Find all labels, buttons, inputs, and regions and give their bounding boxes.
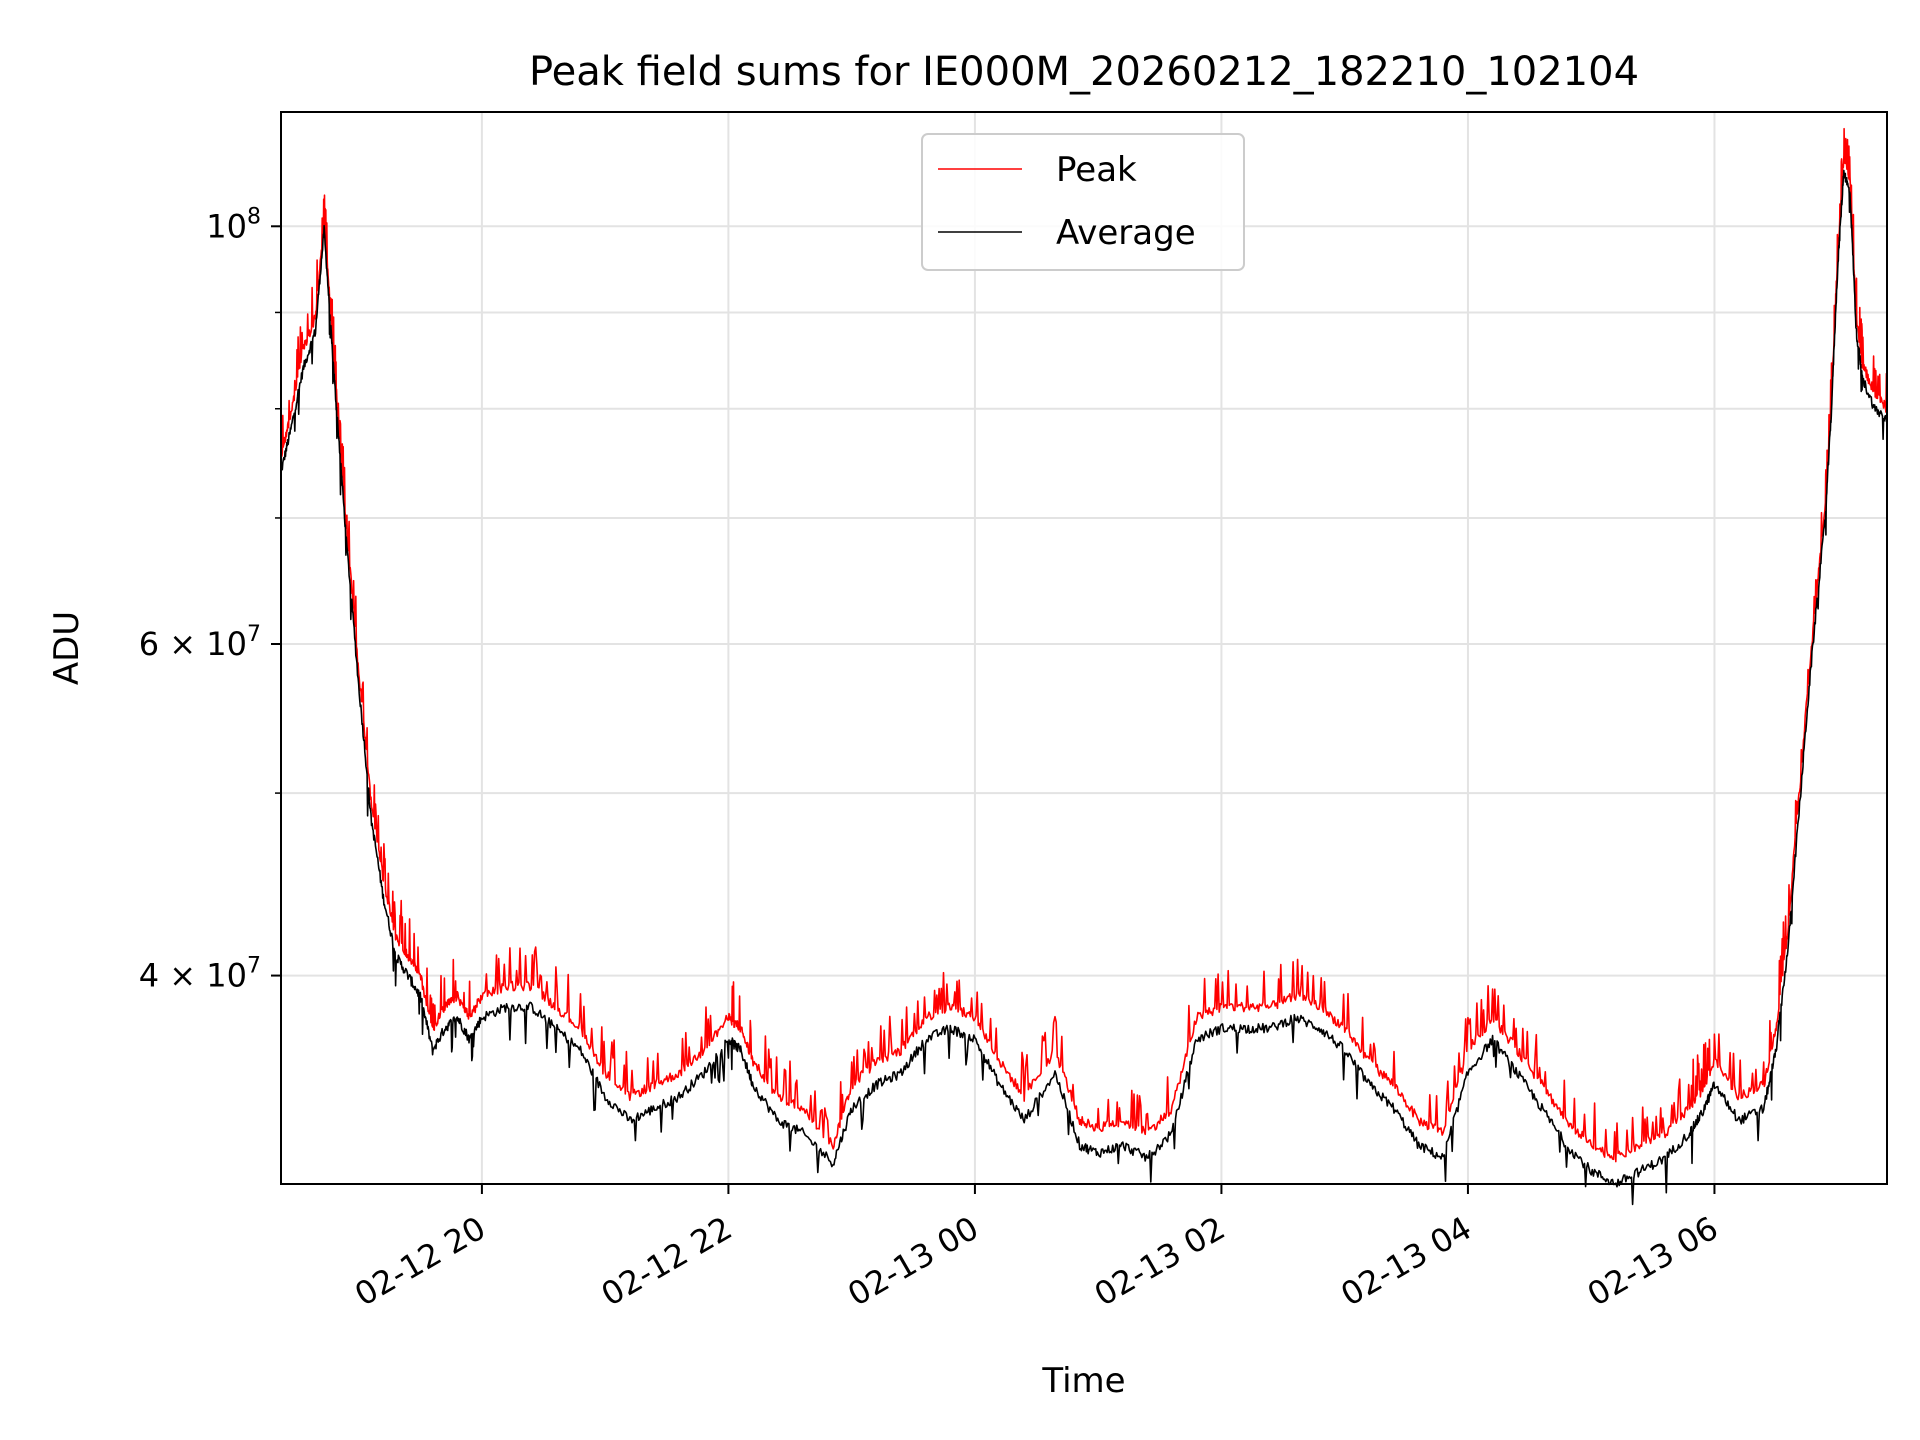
legend-box: [921, 133, 1245, 271]
plot-frame: [280, 111, 1888, 1185]
y-tick-label: 6 × 107: [139, 622, 261, 663]
y-axis-label: ADU: [47, 611, 87, 685]
series-line-peak: [280, 127, 1888, 1163]
legend-label-average: Average: [1056, 213, 1196, 253]
chart-title: Peak field sums for IE000M_20260212_1822…: [529, 49, 1639, 95]
grid: [281, 112, 1887, 1184]
series-layer: [280, 127, 1888, 1206]
legend-label-peak: Peak: [1056, 150, 1137, 190]
legend: Peak Average: [921, 133, 1245, 271]
y-tick-label: 4 × 107: [139, 954, 261, 995]
x-axis-label: Time: [1041, 1361, 1125, 1401]
series-line-average: [280, 169, 1888, 1206]
y-tick-label: 108: [206, 204, 261, 245]
